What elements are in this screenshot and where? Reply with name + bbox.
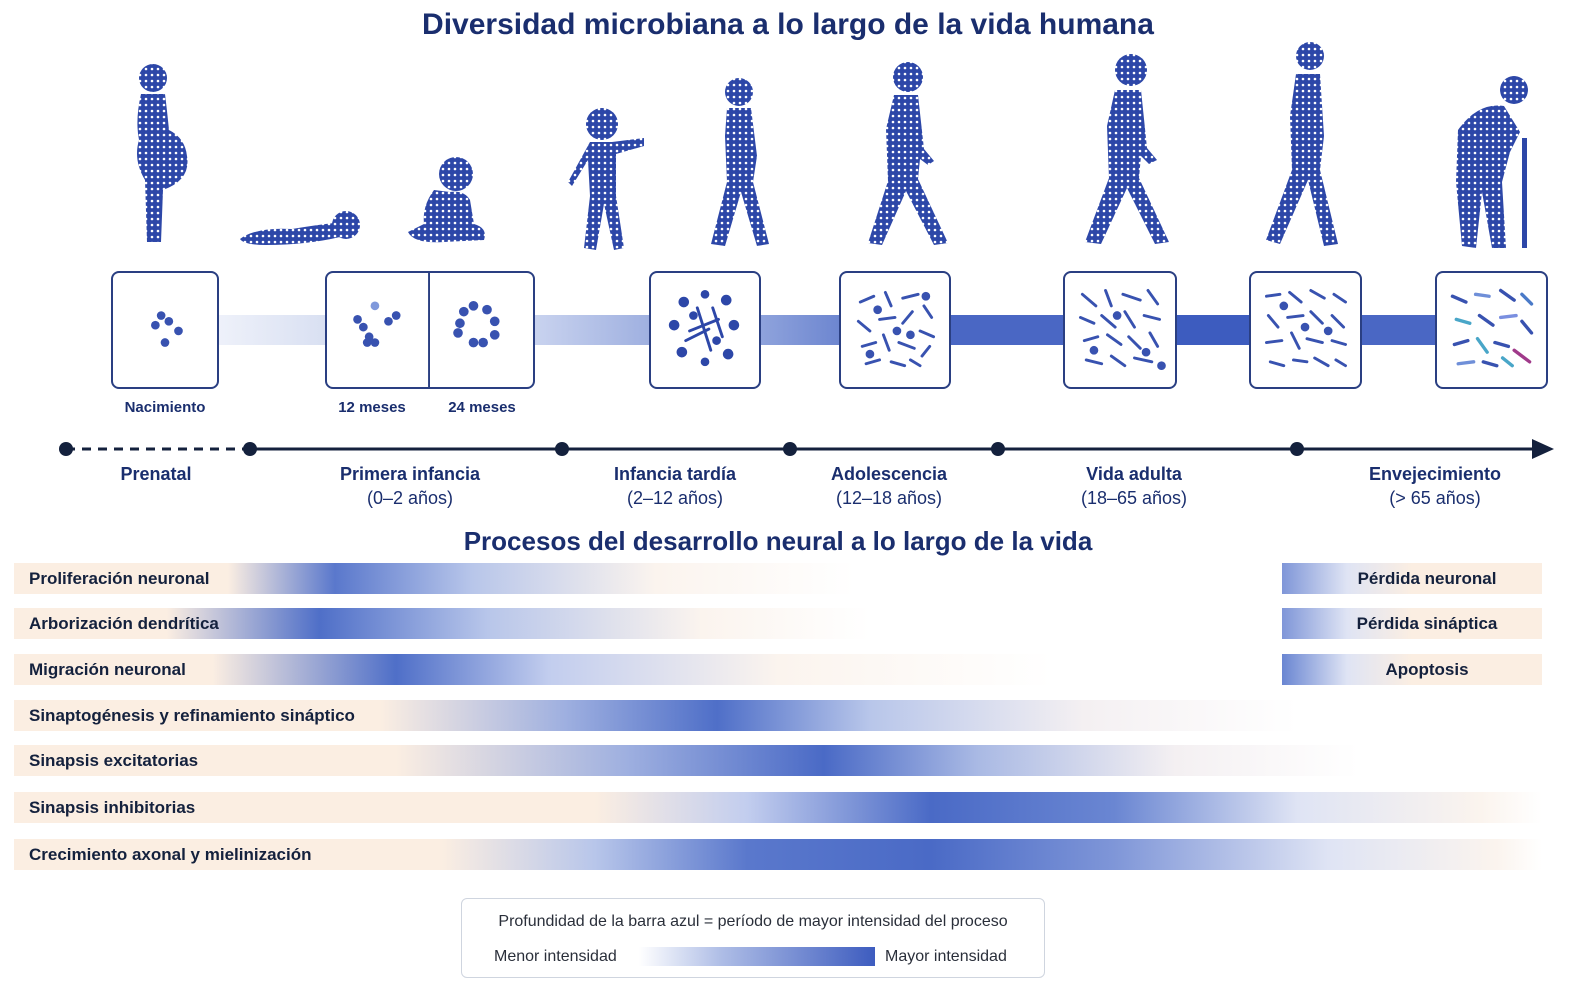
late-process-label: Apoptosis [1385,660,1469,679]
older-child-figure [707,76,777,250]
late-process-neuronal-loss: Pérdida neuronal [1282,563,1542,594]
label-12-months: 12 meses [338,399,406,416]
connector-4 [950,315,1064,345]
stage-prenatal: Prenatal [86,462,226,486]
elderly-figure [1448,72,1532,250]
process-label: Crecimiento axonal y mielinización [29,845,312,864]
late-process-label: Pérdida neuronal [1357,569,1497,588]
stage-name: Vida adulta [1086,464,1182,484]
process-label: Arborización dendrítica [29,614,219,633]
microbiome-panel-aging [1435,271,1548,389]
sitting-baby-figure [404,154,488,246]
stage-name: Infancia tardía [613,464,737,484]
stage-name: Adolescencia [830,464,948,484]
label-24-months: 24 meses [448,399,516,416]
stage-range: (12–18 años) [835,488,943,508]
late-process-apoptosis: Apoptosis [1282,654,1542,685]
late-process-label: Pérdida sináptica [1356,614,1498,633]
legend: Profundidad de la barra azul = período d… [461,898,1045,978]
connector-6 [1361,315,1436,345]
late-process-synaptic-loss: Pérdida sináptica [1282,608,1542,639]
timeline-axis [59,439,1554,459]
process-label: Sinapsis inhibitorias [29,798,196,817]
legend-description: Profundidad de la barra azul = período d… [498,913,1008,930]
stage-name: Envejecimiento [1368,464,1502,484]
microbiome-panel-12-24 [325,271,535,389]
adult-walking-figure [1264,40,1342,248]
legend-high-label: Mayor intensidad [885,948,1007,965]
label-birth: Nacimiento [124,399,206,416]
process-label: Sinaptogénesis y refinamiento sináptico [29,706,355,725]
stage-range: (2–12 años) [626,488,724,508]
process-row-synaptogenesis: Sinaptogénesis y refinamiento sináptico [14,700,1542,731]
legend-gradient-bar [639,947,875,966]
stage-adolescence: Adolescencia (12–18 años) [809,462,969,510]
stage-name: Primera infancia [339,464,481,484]
connector-2 [534,315,650,345]
process-row-inhibitory: Sinapsis inhibitorias [14,792,1542,823]
neural-title: Procesos del desarrollo neural a lo larg… [463,526,1093,556]
stage-range: (0–2 años) [366,488,454,508]
process-label: Migración neuronal [29,660,186,679]
child-figure [566,106,648,254]
adult-figure [1077,52,1173,248]
stage-early-childhood: Primera infancia (0–2 años) [320,462,500,510]
pregnant-woman-figure [125,60,205,246]
stage-range: (> 65 años) [1389,488,1481,508]
process-label: Sinapsis excitatorias [29,751,199,770]
teen-figure [860,59,952,249]
main-title: Diversidad microbiana a lo largo de la v… [422,8,1154,41]
lying-baby-figure [236,203,362,247]
stage-adulthood: Vida adulta (18–65 años) [1054,462,1214,510]
microbiome-panel-adult-late [1249,271,1362,389]
connector-3 [760,315,840,345]
legend-low-label: Menor intensidad [494,948,617,965]
microbiome-panel-adolescence [839,271,951,389]
stage-name: Prenatal [120,464,192,484]
connector-5 [1176,315,1250,345]
process-row-excitatory: Sinapsis excitatorias [14,745,1542,776]
microbiome-panel-birth [111,271,219,389]
microbiome-panel-adulthood [1063,271,1177,389]
process-row-myelination: Crecimiento axonal y mielinización [14,839,1542,870]
stage-range: (18–65 años) [1080,488,1188,508]
process-label: Proliferación neuronal [29,569,210,588]
microbiome-panel-childhood [649,271,761,389]
stage-late-childhood: Infancia tardía (2–12 años) [595,462,755,510]
connector-1 [218,315,326,345]
stage-aging: Envejecimiento (> 65 años) [1345,462,1525,510]
